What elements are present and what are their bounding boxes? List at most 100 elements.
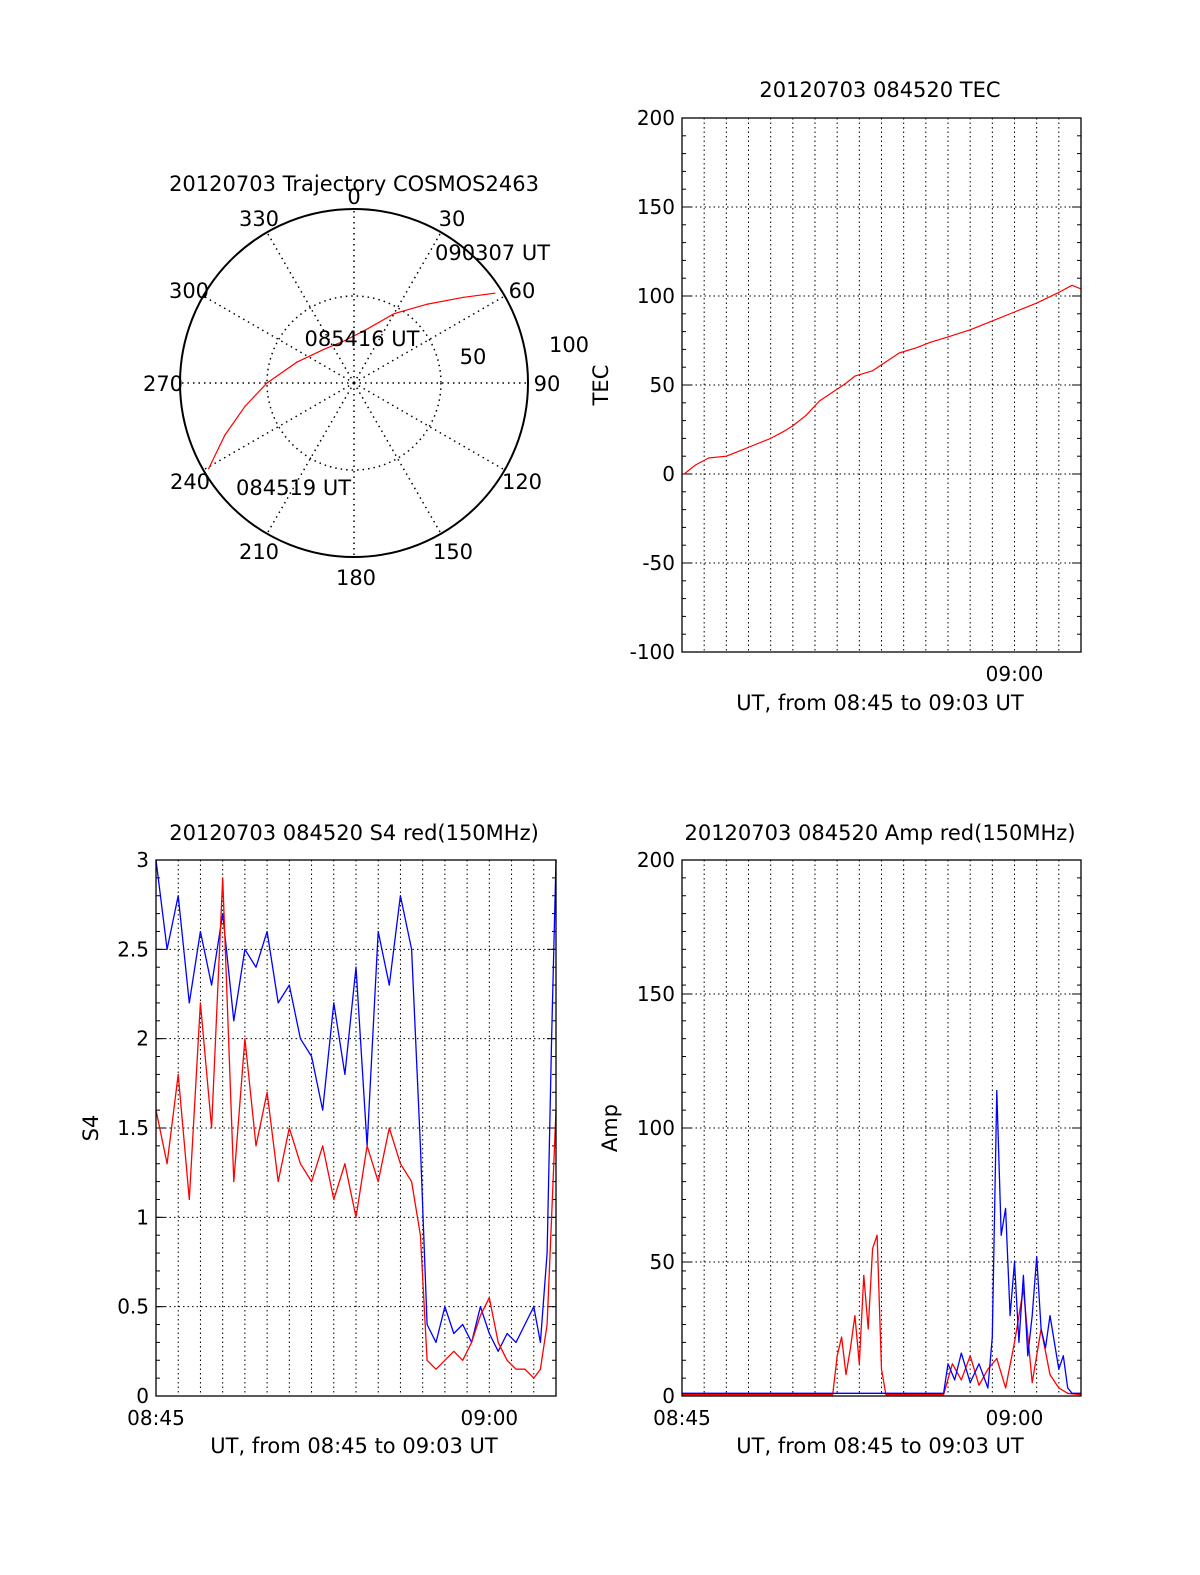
- amp-series-1-point: [1018, 1341, 1020, 1343]
- s4-series-1-point: [277, 1181, 279, 1183]
- s4-series-0-point: [166, 948, 168, 950]
- amp-title: 20120703 084520 Amp red(150MHz): [684, 821, 1075, 845]
- s4-series-0-point: [444, 1306, 446, 1308]
- tec-series-0-point: [783, 430, 785, 432]
- tec-ytick-label: 200: [637, 106, 675, 130]
- s4-series-1-point: [533, 1377, 535, 1379]
- tec-ytick-label: 0: [662, 462, 675, 486]
- s4-series-1-point: [488, 1297, 490, 1299]
- s4-series-1-point: [471, 1341, 473, 1343]
- s4-series-0-point: [299, 1038, 301, 1040]
- amp-series-0-point: [858, 1363, 860, 1365]
- polar-azimuth-label: 60: [509, 279, 536, 303]
- amp-xlabel: UT, from 08:45 to 09:03 UT: [736, 1434, 1024, 1458]
- amp-xtick-label: 09:00: [986, 1406, 1044, 1430]
- s4-series-1-point: [444, 1359, 446, 1361]
- s4-series-0-point: [311, 1056, 313, 1058]
- s4-series-0-point: [539, 1341, 541, 1343]
- tec-series-0-point: [929, 341, 931, 343]
- amp-series-0-point: [969, 1355, 971, 1357]
- s4-series-1-point: [222, 877, 224, 879]
- s4-series-1-point: [419, 1234, 421, 1236]
- amp-series-1-point: [1045, 1347, 1047, 1349]
- amp-ytick-label: 200: [637, 848, 675, 872]
- s4-series-0-point: [546, 1252, 548, 1254]
- tec-series-0-point: [885, 361, 887, 363]
- amp-ytick-label: 150: [637, 982, 675, 1006]
- s4-series-1-point: [515, 1368, 517, 1370]
- s4-series-1-point: [462, 1359, 464, 1361]
- s4-series-1-point: [288, 1127, 290, 1129]
- s4-series-0-point: [488, 1332, 490, 1334]
- tec-ylabel: TEC: [589, 365, 613, 407]
- polar-spoke-330: [266, 231, 355, 384]
- s4-series-0-point: [551, 1038, 553, 1040]
- s4-series-0-point: [426, 1324, 428, 1326]
- tec-series-0-point: [1014, 311, 1015, 313]
- amp-series-0-point: [845, 1374, 847, 1376]
- s4-series-1-point: [333, 1198, 335, 1200]
- polar-azimuth-label: 210: [239, 540, 279, 564]
- polar-trajectory-series: [207, 292, 496, 470]
- s4-series-1-point: [188, 1198, 190, 1200]
- tec-series-0-point: [845, 382, 847, 384]
- polar-spoke-300: [202, 295, 355, 384]
- polar-trajectory-point: [364, 329, 366, 331]
- s4-ytick-label: 0.5: [117, 1295, 149, 1319]
- polar-azimuth-label: 270: [143, 372, 183, 396]
- polar-azimuth-label: 150: [433, 540, 473, 564]
- polar-trajectory-point: [344, 339, 346, 342]
- amp-series-1-point: [1058, 1368, 1060, 1370]
- s4-xlabel: UT, from 08:45 to 09:03 UT: [210, 1434, 498, 1458]
- amp-ytick-label: 0: [662, 1384, 675, 1408]
- tec-series-0-point: [947, 336, 949, 338]
- s4-series-1-point: [344, 1163, 346, 1165]
- polar-annotation-end: 090307 UT: [435, 241, 550, 265]
- tec-series-0-point: [725, 455, 727, 457]
- tec-series-0-point: [854, 375, 856, 377]
- amp-series-1-point: [1036, 1256, 1038, 1258]
- amp-series-0-point: [996, 1357, 998, 1359]
- s4-series-1-point: [479, 1315, 481, 1317]
- s4-series-0-point: [344, 1073, 346, 1075]
- polar-trajectory-point: [224, 434, 226, 436]
- amp-xtick-label: 08:45: [653, 1406, 711, 1430]
- s4-series-0-point: [222, 913, 224, 915]
- tec-series-0-point: [818, 400, 820, 402]
- tec-ytick-label: 150: [637, 195, 675, 219]
- amp-series-0-point: [885, 1394, 887, 1396]
- s4-series-0-point: [322, 1109, 324, 1111]
- s4-series-line-1: [155, 877, 557, 1379]
- polar-azimuth-labels: 0 30 60 90 120 150 180 210 240 270 300 330 50 100: [143, 185, 589, 590]
- amp-series-1-point: [1027, 1355, 1029, 1357]
- amp-series-0-point: [849, 1347, 851, 1349]
- s4-series-0-point: [506, 1332, 508, 1334]
- s4-series-0-point: [277, 1002, 279, 1004]
- tec-series-0-point: [832, 391, 834, 393]
- amp-ytick-label: 50: [650, 1250, 675, 1274]
- polar-trajectory-point: [426, 303, 429, 305]
- tec-ytick-label: -100: [630, 640, 675, 664]
- amp-series-0-point: [836, 1355, 838, 1357]
- polar-trajectory-point: [207, 468, 210, 470]
- polar-spoke-60: [353, 295, 506, 384]
- s4-series-1-point: [524, 1368, 526, 1370]
- tec-series-0-point: [898, 352, 900, 354]
- s4-series-0-point: [244, 948, 246, 950]
- polar-azimuth-label: 120: [502, 470, 542, 494]
- amp-series-1-point: [1062, 1355, 1064, 1357]
- amp-series-0-point: [863, 1274, 865, 1276]
- amp-series-0-point: [1031, 1382, 1033, 1384]
- tec-series-0-point: [739, 450, 741, 452]
- s4-series-0-point: [533, 1306, 535, 1308]
- amp-series-1-point: [987, 1387, 989, 1389]
- amp-series-1-point: [943, 1392, 945, 1394]
- s4-ylabel: S4: [79, 1115, 103, 1142]
- polar-annotation-start: 084519 UT: [236, 476, 351, 500]
- amp-series-1-point: [1014, 1261, 1015, 1263]
- tec-series-0-point: [752, 445, 754, 447]
- amp-series-1-point: [1053, 1341, 1055, 1343]
- amp-series-1-point: [960, 1352, 962, 1354]
- amp-series-0-point: [1067, 1392, 1069, 1394]
